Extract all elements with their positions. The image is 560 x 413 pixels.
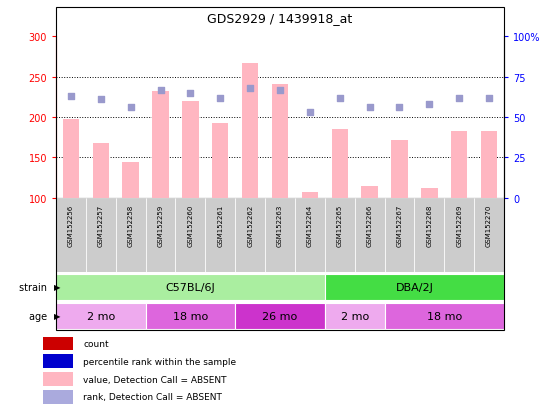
- Text: GSM152268: GSM152268: [426, 204, 432, 247]
- Text: C57BL/6J: C57BL/6J: [166, 282, 215, 292]
- FancyBboxPatch shape: [86, 198, 116, 273]
- Text: GSM152265: GSM152265: [337, 204, 343, 246]
- Point: [216, 95, 225, 102]
- Point: [156, 87, 165, 94]
- Bar: [212, 123, 228, 198]
- Point: [335, 95, 344, 102]
- Text: GSM152257: GSM152257: [98, 204, 104, 246]
- FancyBboxPatch shape: [235, 198, 265, 273]
- FancyBboxPatch shape: [56, 198, 86, 273]
- Text: value, Detection Call = ABSENT: value, Detection Call = ABSENT: [83, 375, 227, 384]
- Text: 18 mo: 18 mo: [427, 311, 462, 321]
- Text: GSM152260: GSM152260: [188, 204, 193, 247]
- Text: 2 mo: 2 mo: [340, 311, 369, 321]
- Text: GSM152258: GSM152258: [128, 204, 134, 246]
- FancyBboxPatch shape: [354, 198, 385, 273]
- Bar: [361, 186, 378, 198]
- FancyBboxPatch shape: [385, 198, 414, 273]
- Bar: [43, 355, 73, 368]
- FancyBboxPatch shape: [175, 198, 206, 273]
- Point: [425, 102, 434, 108]
- Bar: [302, 192, 318, 198]
- Text: 2 mo: 2 mo: [87, 311, 115, 321]
- Text: GSM152261: GSM152261: [217, 204, 223, 247]
- Text: GSM152264: GSM152264: [307, 204, 313, 246]
- Point: [276, 87, 284, 94]
- FancyBboxPatch shape: [444, 198, 474, 273]
- FancyBboxPatch shape: [325, 274, 504, 300]
- Bar: [92, 143, 109, 198]
- FancyBboxPatch shape: [385, 303, 504, 329]
- Text: 18 mo: 18 mo: [173, 311, 208, 321]
- Bar: [421, 189, 437, 198]
- Bar: [332, 130, 348, 198]
- Point: [455, 95, 464, 102]
- Bar: [63, 120, 79, 198]
- Text: count: count: [83, 339, 109, 348]
- Point: [126, 105, 135, 112]
- FancyBboxPatch shape: [265, 198, 295, 273]
- FancyBboxPatch shape: [56, 274, 325, 300]
- FancyBboxPatch shape: [325, 303, 385, 329]
- Text: GSM152262: GSM152262: [247, 204, 253, 246]
- Text: GSM152269: GSM152269: [456, 204, 462, 247]
- Text: ▶: ▶: [54, 282, 61, 292]
- Point: [186, 90, 195, 97]
- Text: GSM152256: GSM152256: [68, 204, 74, 246]
- Text: GDS2929 / 1439918_at: GDS2929 / 1439918_at: [207, 12, 353, 25]
- Bar: [391, 140, 408, 198]
- Point: [395, 105, 404, 112]
- Text: strain: strain: [19, 282, 50, 292]
- Text: GSM152270: GSM152270: [486, 204, 492, 247]
- Text: age: age: [29, 311, 50, 321]
- Text: GSM152259: GSM152259: [157, 204, 164, 246]
- Text: DBA/2J: DBA/2J: [395, 282, 433, 292]
- Bar: [43, 337, 73, 350]
- FancyBboxPatch shape: [206, 198, 235, 273]
- FancyBboxPatch shape: [325, 198, 354, 273]
- Text: GSM152263: GSM152263: [277, 204, 283, 247]
- Text: percentile rank within the sample: percentile rank within the sample: [83, 357, 236, 366]
- Bar: [152, 92, 169, 198]
- Text: 26 mo: 26 mo: [263, 311, 297, 321]
- Point: [305, 109, 314, 116]
- Bar: [43, 390, 73, 404]
- Bar: [123, 163, 139, 198]
- Bar: [242, 64, 258, 198]
- Text: ▶: ▶: [54, 311, 61, 320]
- Bar: [451, 131, 468, 198]
- FancyBboxPatch shape: [116, 198, 146, 273]
- Point: [67, 93, 76, 100]
- Text: GSM152266: GSM152266: [367, 204, 372, 247]
- Bar: [481, 131, 497, 198]
- FancyBboxPatch shape: [146, 198, 175, 273]
- Text: GSM152267: GSM152267: [396, 204, 403, 247]
- FancyBboxPatch shape: [474, 198, 504, 273]
- Point: [365, 105, 374, 112]
- Text: rank, Detection Call = ABSENT: rank, Detection Call = ABSENT: [83, 392, 222, 401]
- Bar: [272, 85, 288, 198]
- Point: [246, 85, 255, 92]
- FancyBboxPatch shape: [56, 303, 146, 329]
- FancyBboxPatch shape: [235, 303, 325, 329]
- FancyBboxPatch shape: [146, 303, 235, 329]
- Point: [96, 97, 105, 103]
- Bar: [182, 102, 199, 198]
- FancyBboxPatch shape: [295, 198, 325, 273]
- Bar: [43, 373, 73, 386]
- Point: [484, 95, 493, 102]
- FancyBboxPatch shape: [414, 198, 444, 273]
